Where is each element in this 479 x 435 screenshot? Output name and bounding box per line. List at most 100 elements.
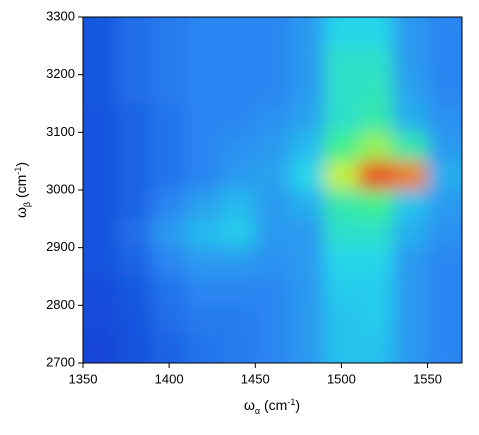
heat-cell <box>324 218 360 249</box>
heat-cell <box>117 132 153 162</box>
heat-cell <box>393 74 429 104</box>
heat-cell <box>358 305 394 335</box>
y-label-part: -1 <box>13 167 23 175</box>
y-tick-label: 3100 <box>46 124 75 139</box>
heat-cell <box>289 74 325 104</box>
heat-cell <box>289 161 325 191</box>
heat-cell <box>151 132 187 162</box>
y-tick-label: 2700 <box>46 354 75 369</box>
heat-cell <box>220 276 256 306</box>
x-label-part: ω <box>244 397 255 413</box>
heat-cell <box>393 103 429 133</box>
heat-cell <box>358 45 394 76</box>
heat-cell <box>427 247 462 277</box>
heat-cell <box>393 132 429 162</box>
heat-cell <box>324 74 360 104</box>
heat-cell <box>117 161 153 191</box>
heat-cell <box>324 190 360 220</box>
x-tick-label: 1550 <box>413 371 442 386</box>
heat-cell <box>393 161 429 191</box>
heat-cell <box>427 45 462 76</box>
heat-cell <box>151 45 187 76</box>
heat-cell <box>220 305 256 335</box>
heat-cell <box>358 218 394 249</box>
heat-cell <box>220 45 256 76</box>
heat-cell <box>289 103 325 133</box>
heat-cell <box>427 334 462 363</box>
y-label-part: (cm <box>13 175 29 202</box>
heat-cell <box>220 74 256 104</box>
heat-cell <box>393 45 429 76</box>
heat-cell <box>186 247 222 277</box>
heat-cell <box>358 247 394 277</box>
heat-cell <box>220 247 256 277</box>
heat-cell <box>393 190 429 220</box>
x-label-part: ) <box>295 397 300 413</box>
heat-cell <box>186 276 222 306</box>
heat-cell <box>186 74 222 104</box>
heat-cell <box>83 103 118 133</box>
heat-cell <box>255 132 291 162</box>
heat-cell <box>117 334 153 363</box>
heat-cell <box>255 190 291 220</box>
heat-cell <box>289 190 325 220</box>
heat-cell <box>393 276 429 306</box>
heat-cell <box>393 305 429 335</box>
heat-cell <box>255 334 291 363</box>
heat-cell <box>186 190 222 220</box>
heat-cell <box>186 17 222 47</box>
heat-cell <box>427 276 462 306</box>
heat-cell <box>393 247 429 277</box>
heat-cell <box>83 276 118 306</box>
heat-cell <box>220 334 256 363</box>
heat-cell <box>358 74 394 104</box>
heat-cell <box>255 247 291 277</box>
heat-cell <box>289 334 325 363</box>
heat-cell <box>220 161 256 191</box>
heat-cell <box>151 305 187 335</box>
heat-cell <box>186 132 222 162</box>
heat-cell <box>255 74 291 104</box>
heatmap-cells <box>83 17 462 363</box>
heat-cell <box>358 132 394 162</box>
heat-cell <box>220 218 256 249</box>
heat-cell <box>255 45 291 76</box>
y-tick-label: 2800 <box>46 297 75 312</box>
heat-cell <box>117 74 153 104</box>
y-tick-label: 2900 <box>46 239 75 254</box>
y-label-part: ) <box>13 162 29 167</box>
heat-cell <box>255 276 291 306</box>
heat-cell <box>83 247 118 277</box>
x-tick-label: 1400 <box>155 371 184 386</box>
heat-cell <box>324 247 360 277</box>
heat-cell <box>255 218 291 249</box>
heat-cell <box>358 276 394 306</box>
heat-cell <box>220 190 256 220</box>
heat-cell <box>117 276 153 306</box>
y-tick-label: 3200 <box>46 66 75 81</box>
heatmap-area <box>83 17 462 363</box>
heat-cell <box>255 17 291 47</box>
heat-cell <box>151 218 187 249</box>
heat-cell <box>117 218 153 249</box>
heat-cell <box>186 305 222 335</box>
heat-cell <box>117 247 153 277</box>
heat-cell <box>324 103 360 133</box>
heat-cell <box>117 103 153 133</box>
heat-cell <box>186 45 222 76</box>
heat-cell <box>358 161 394 191</box>
heat-cell <box>289 132 325 162</box>
heat-cell <box>83 334 118 363</box>
heat-cell <box>427 103 462 133</box>
heat-cell <box>255 305 291 335</box>
heat-cell <box>83 74 118 104</box>
x-axis-label: ωα (cm-1) <box>244 397 300 416</box>
y-tick-label: 3000 <box>46 181 75 196</box>
heat-cell <box>289 276 325 306</box>
y-label-part: β <box>22 202 32 207</box>
heat-cell <box>220 103 256 133</box>
heat-cell <box>289 17 325 47</box>
heat-cell <box>117 17 153 47</box>
